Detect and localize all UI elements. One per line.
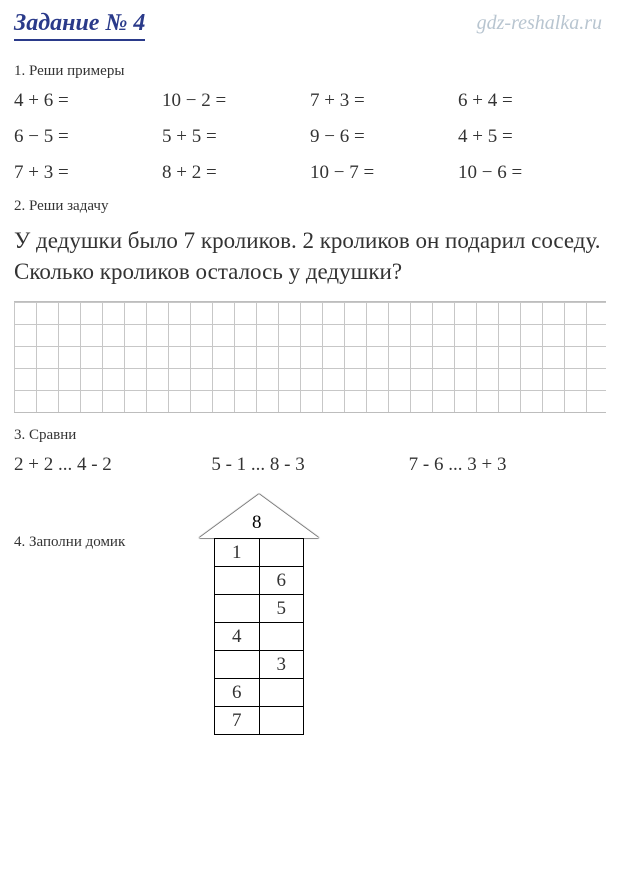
story-line: У дедушки было 7 кроликов. 2 кроликов он… bbox=[14, 225, 606, 256]
house-row: 3 bbox=[215, 650, 303, 678]
example-cell: 9 − 6 = bbox=[310, 126, 458, 148]
house-row: 6 bbox=[215, 678, 303, 706]
house-row: 6 bbox=[215, 566, 303, 594]
house-cell: 1 bbox=[215, 538, 260, 566]
section3-label: 3. Сравни bbox=[14, 427, 606, 444]
house-cell bbox=[260, 538, 304, 566]
example-cell: 6 + 4 = bbox=[458, 90, 606, 112]
compare-item: 7 - 6 ... 3 + 3 bbox=[409, 454, 606, 476]
watermark: gdz-reshalka.ru bbox=[477, 12, 602, 35]
examples-grid: 4 + 6 = 10 − 2 = 7 + 3 = 6 + 4 = 6 − 5 =… bbox=[14, 90, 606, 184]
house-row: 1 bbox=[215, 538, 303, 566]
house-cell: 5 bbox=[260, 594, 304, 622]
section1-label: 1. Реши примеры bbox=[14, 63, 606, 80]
example-cell: 6 − 5 = bbox=[14, 126, 162, 148]
example-cell: 7 + 3 = bbox=[310, 90, 458, 112]
house-cell: 7 bbox=[215, 706, 260, 734]
example-cell: 4 + 5 = bbox=[458, 126, 606, 148]
example-cell: 7 + 3 = bbox=[14, 162, 162, 184]
section4-label: 4. Заполни домик bbox=[14, 494, 214, 551]
number-house: 8 1654367 bbox=[214, 494, 304, 735]
house-cell bbox=[260, 678, 304, 706]
house-cell bbox=[215, 650, 260, 678]
house-row: 4 bbox=[215, 622, 303, 650]
example-cell: 10 − 2 = bbox=[162, 90, 310, 112]
compare-item: 2 + 2 ... 4 - 2 bbox=[14, 454, 211, 476]
example-cell: 10 − 6 = bbox=[458, 162, 606, 184]
page-title: Задание № 4 bbox=[14, 10, 145, 41]
house-cell: 6 bbox=[260, 566, 304, 594]
house-body: 1654367 bbox=[214, 538, 304, 735]
example-cell: 10 − 7 = bbox=[310, 162, 458, 184]
example-cell: 8 + 2 = bbox=[162, 162, 310, 184]
house-section: 4. Заполни домик 8 1654367 bbox=[14, 494, 606, 735]
roof-number: 8 bbox=[252, 512, 262, 534]
house-cell: 6 bbox=[215, 678, 260, 706]
compare-row: 2 + 2 ... 4 - 2 5 - 1 ... 8 - 3 7 - 6 ..… bbox=[14, 454, 606, 476]
house-cell: 3 bbox=[260, 650, 304, 678]
section2-label: 2. Реши задачу bbox=[14, 198, 606, 215]
house-cell bbox=[260, 706, 304, 734]
house-row: 7 bbox=[215, 706, 303, 734]
house-cell: 4 bbox=[215, 622, 260, 650]
house-row: 5 bbox=[215, 594, 303, 622]
house-roof: 8 bbox=[199, 494, 319, 538]
answer-grid bbox=[14, 301, 606, 413]
house-cell bbox=[260, 622, 304, 650]
compare-item: 5 - 1 ... 8 - 3 bbox=[211, 454, 408, 476]
house-cell bbox=[215, 594, 260, 622]
story-line: Сколько кроликов осталось у дедушки? bbox=[14, 256, 606, 287]
story-text: У дедушки было 7 кроликов. 2 кроликов он… bbox=[14, 225, 606, 287]
house-cell bbox=[215, 566, 260, 594]
example-cell: 4 + 6 = bbox=[14, 90, 162, 112]
example-cell: 5 + 5 = bbox=[162, 126, 310, 148]
